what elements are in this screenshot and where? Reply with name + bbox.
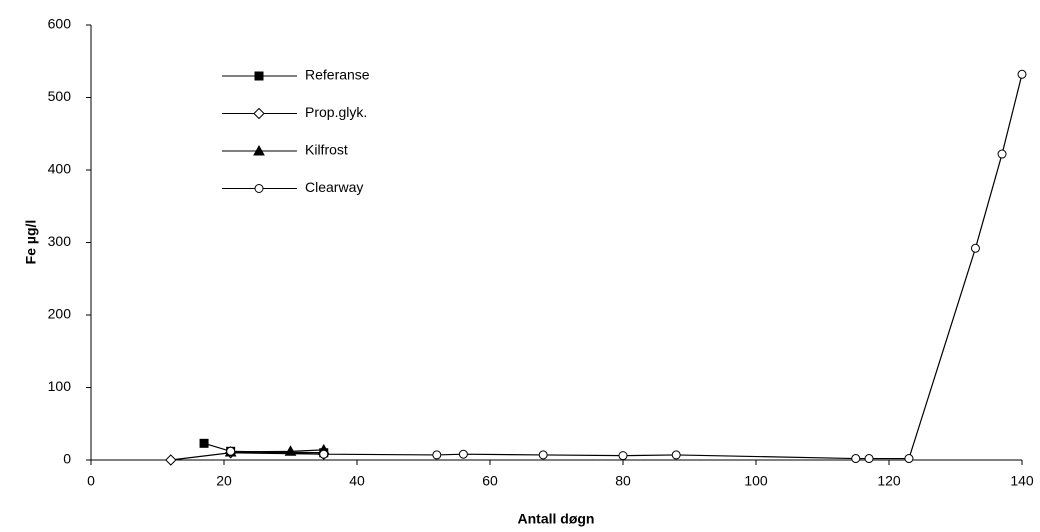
data-point <box>970 243 980 253</box>
y-tick-label: 100 <box>48 378 72 394</box>
x-tick-label: 80 <box>615 473 631 489</box>
x-tick-label: 0 <box>87 473 95 489</box>
data-point <box>538 450 548 460</box>
data-point <box>165 454 177 466</box>
x-tick-label: 40 <box>349 473 365 489</box>
legend-marker <box>253 107 265 120</box>
x-tick-label: 120 <box>877 473 901 489</box>
data-point <box>997 149 1007 159</box>
y-tick-label: 200 <box>48 306 72 322</box>
data-point <box>432 450 442 460</box>
y-tick-label: 500 <box>48 88 72 104</box>
legend-label: Referanse <box>305 67 370 83</box>
x-tick-label: 140 <box>1010 473 1034 489</box>
data-point <box>851 454 861 464</box>
y-tick-label: 600 <box>48 16 72 32</box>
y-tick-label: 400 <box>48 161 72 177</box>
y-axis-label: Fe µg/l <box>23 220 39 265</box>
data-point <box>618 451 628 461</box>
legend-label: Kilfrost <box>305 142 348 158</box>
data-point <box>671 450 681 460</box>
legend-label: Prop.glyk. <box>305 104 367 120</box>
legend-marker <box>253 144 265 156</box>
data-point <box>319 449 329 459</box>
series-line <box>230 74 1023 460</box>
legend-marker <box>254 71 264 81</box>
legend-label: Clearway <box>305 179 363 195</box>
x-tick-label: 100 <box>744 473 768 489</box>
data-point <box>1017 69 1027 79</box>
data-point <box>226 446 236 456</box>
x-tick-label: 20 <box>216 473 232 489</box>
x-axis-label: Antall døgn <box>518 511 595 527</box>
y-tick-label: 300 <box>48 233 72 249</box>
data-point <box>458 449 468 459</box>
legend-marker <box>254 184 264 193</box>
data-point <box>864 454 874 464</box>
data-point <box>199 438 209 448</box>
x-tick-label: 60 <box>482 473 498 489</box>
data-point <box>904 454 914 464</box>
y-tick-label: 0 <box>63 451 71 467</box>
